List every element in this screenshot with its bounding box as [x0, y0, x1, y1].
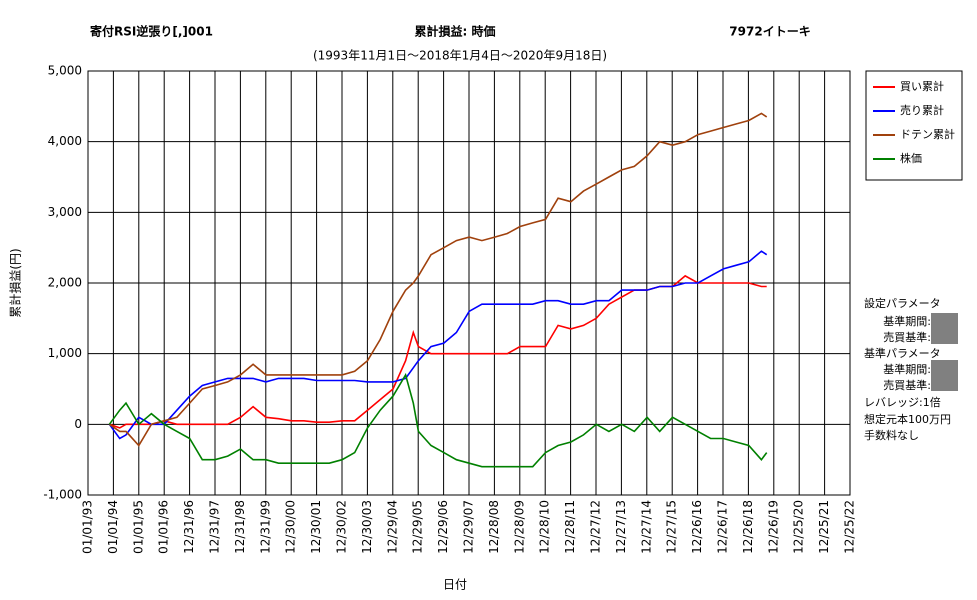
x-tick-label: 12/26/17 [716, 500, 730, 554]
x-tick-label: 12/31/99 [258, 500, 272, 554]
hidden-value [931, 313, 958, 344]
side-panel-text: 売買基準: [883, 330, 931, 344]
y-tick-label: 2,000 [48, 276, 82, 290]
hidden-value [931, 360, 958, 391]
x-tick-label: 12/25/22 [843, 500, 857, 554]
x-tick-label: 12/31/98 [233, 500, 247, 554]
period: (1993年11月1日～2018年1月4日～2020年9月18日) [313, 49, 607, 63]
side-panel-text: 基準期間: [883, 314, 931, 328]
x-tick-label: 12/28/11 [563, 500, 577, 554]
chart-subtitle: 7972イトーキ [729, 25, 810, 39]
y-tick-label: 0 [74, 417, 82, 431]
x-tick-label: 12/26/16 [690, 500, 704, 554]
chart-subtitle: 累計損益: 時価 [415, 24, 496, 39]
x-tick-label: 12/27/15 [665, 500, 679, 554]
y-axis-label: 累計損益(円) [8, 248, 23, 317]
y-tick-label: 1,000 [48, 346, 82, 360]
series-line [108, 112, 768, 447]
y-tick-label: 3,000 [48, 205, 82, 219]
x-tick-label: 12/29/04 [385, 500, 399, 554]
side-panel-text: 基準期間: [883, 362, 931, 376]
x-tick-label: 12/27/14 [639, 500, 653, 554]
x-tick-label: 12/30/03 [360, 500, 374, 554]
x-tick-label: 12/28/08 [487, 500, 501, 554]
x-tick-label: 12/26/18 [741, 500, 755, 554]
x-tick-label: 12/29/06 [436, 500, 450, 554]
x-tick-label: 12/25/20 [792, 500, 806, 554]
side-panel-text: 売買基準: [883, 378, 931, 392]
side-panel-text: 想定元本100万円 [864, 412, 951, 426]
x-tick-label: 12/31/96 [182, 500, 196, 554]
series-line [108, 250, 768, 440]
legend-label: 売り累計 [900, 103, 944, 117]
x-tick-label: 01/01/96 [157, 500, 171, 554]
legend-label: 株価 [900, 151, 922, 165]
x-tick-label: 12/31/97 [208, 500, 222, 554]
x-tick-label: 12/29/05 [411, 500, 425, 554]
x-tick-label: 12/27/12 [589, 500, 603, 554]
y-tick-label: 4,000 [48, 134, 82, 148]
y-tick-label: 5,000 [48, 64, 82, 78]
x-tick-label: 01/01/95 [131, 500, 145, 554]
x-tick-label: 12/30/01 [309, 500, 323, 554]
x-tick-label: 12/26/19 [766, 500, 780, 554]
x-tick-label: 12/29/07 [462, 500, 476, 554]
x-tick-label: 12/28/10 [538, 500, 552, 554]
x-tick-label: 01/01/94 [106, 500, 120, 554]
legend-box [865, 70, 963, 181]
legend-label: 買い累計 [900, 79, 944, 93]
side-panel-text: 手数料なし [864, 428, 919, 442]
series-line [108, 372, 768, 468]
x-tick-label: 01/01/93 [81, 500, 95, 554]
x-tick-label: 12/30/00 [284, 500, 298, 554]
x-tick-label: 12/30/02 [335, 500, 349, 554]
x-axis-label: 日付 [443, 578, 467, 592]
x-tick-label: 12/27/13 [614, 500, 628, 554]
x-tick-label: 12/25/21 [817, 500, 831, 554]
side-panel-text: 基準パラメータ [864, 346, 941, 360]
y-tick-label: -1,000 [43, 488, 82, 502]
legend-label: ドテン累計 [900, 127, 955, 141]
side-panel-text: 設定パラメータ [864, 296, 941, 310]
chart-title: 寄付RSI逆張り[,]001 [90, 24, 213, 39]
side-panel-text: レバレッジ:1倍 [864, 395, 941, 409]
x-tick-label: 12/28/09 [512, 500, 526, 554]
